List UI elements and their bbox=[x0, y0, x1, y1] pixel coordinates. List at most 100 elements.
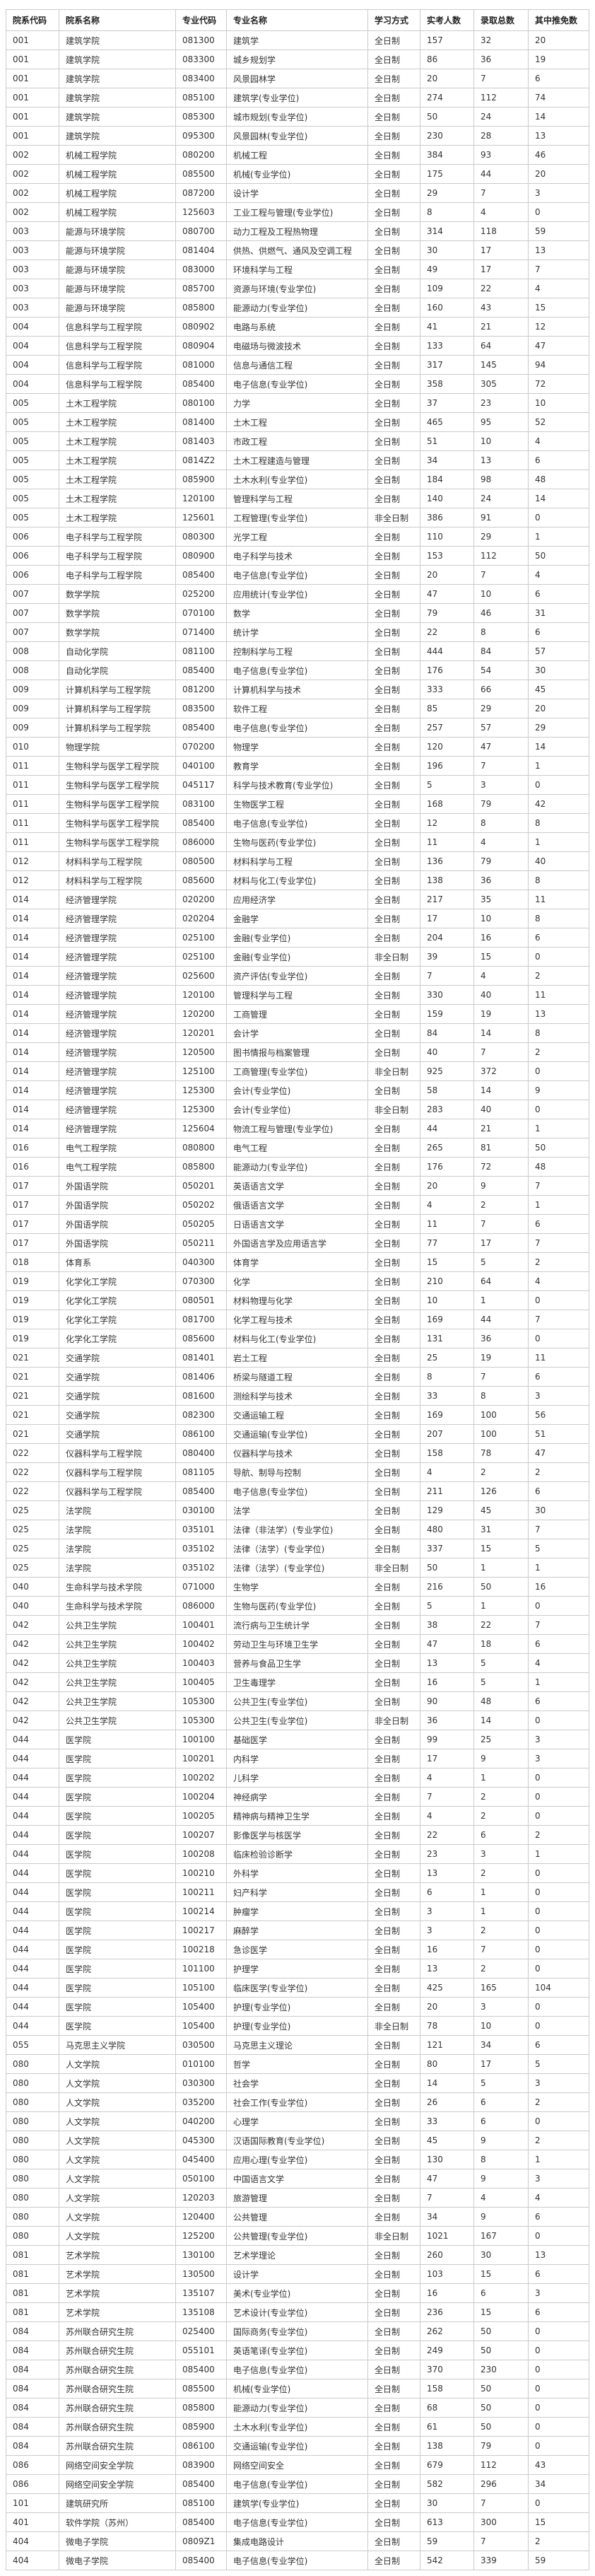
cell: 全日制 bbox=[367, 1940, 420, 1959]
table-row: 055 马克思主义学院 030500 马克思主义理论 全日制 121 34 6 bbox=[6, 2035, 589, 2055]
cell: 公共卫生学院 bbox=[59, 1634, 176, 1654]
cell: 081700 bbox=[175, 1310, 227, 1329]
table-row: 001 建筑学院 085300 城市规划(专业学位) 全日制 50 24 14 bbox=[6, 107, 589, 127]
cell: 044 bbox=[6, 2016, 59, 2036]
cell: 6 bbox=[528, 1367, 589, 1387]
cell: 14 bbox=[473, 1080, 529, 1100]
cell: 145 bbox=[473, 355, 529, 375]
cell: 电磁场与微波技术 bbox=[226, 336, 368, 356]
cell: 全日制 bbox=[367, 909, 420, 928]
cell: 信息科学与工程学院 bbox=[59, 336, 176, 356]
table-row: 006 电子科学与工程学院 085400 电子信息(专业学位) 全日制 20 7 4 bbox=[6, 565, 589, 585]
cell: 6 bbox=[528, 622, 589, 642]
cell: 全日制 bbox=[367, 622, 420, 642]
cell: 法律（法学）(专业学位) bbox=[226, 1558, 368, 1578]
cell: 085400 bbox=[175, 565, 227, 585]
cell: 54 bbox=[473, 660, 529, 680]
cell: 085800 bbox=[175, 2398, 227, 2418]
cell: 300 bbox=[473, 2512, 529, 2532]
cell: 100208 bbox=[175, 1844, 227, 1864]
cell: 080100 bbox=[175, 393, 227, 413]
table-row: 404 微电子学院 085400 电子信息(专业学位) 全日制 542 339 59 bbox=[6, 2551, 589, 2570]
cell: 011 bbox=[6, 756, 59, 776]
cell: 014 bbox=[6, 928, 59, 948]
cell: 103 bbox=[420, 2264, 474, 2284]
cell: 人文学院 bbox=[59, 2073, 176, 2093]
cell: 50 bbox=[473, 1577, 529, 1597]
table-row: 009 计算机科学与工程学院 081200 计算机科学与技术 全日制 333 66 45 bbox=[6, 680, 589, 699]
cell: 020200 bbox=[175, 890, 227, 909]
table-row: 014 经济管理学院 120201 会计学 全日制 84 14 8 bbox=[6, 1023, 589, 1043]
table-row: 006 电子科学与工程学院 080900 电子科学与技术 全日制 153 112 50 bbox=[6, 546, 589, 566]
cell: 100217 bbox=[175, 1921, 227, 1940]
cell: 207 bbox=[420, 1424, 474, 1444]
cell: 083900 bbox=[175, 2455, 227, 2475]
cell: 2 bbox=[473, 1787, 529, 1807]
cell: 能源动力(专业学位) bbox=[226, 298, 368, 317]
cell: 非全日制 bbox=[367, 1558, 420, 1578]
table-row: 084 苏州联合研究生院 085400 电子信息(专业学位) 全日制 370 230 0 bbox=[6, 2360, 589, 2379]
cell: 080700 bbox=[175, 221, 227, 241]
cell: 公共卫生学院 bbox=[59, 1710, 176, 1730]
cell: 3 bbox=[473, 1997, 529, 2017]
cell: 080501 bbox=[175, 1290, 227, 1310]
cell: 021 bbox=[6, 1386, 59, 1406]
cell: 217 bbox=[420, 890, 474, 909]
cell: 8 bbox=[420, 202, 474, 222]
cell: 22 bbox=[473, 1615, 529, 1635]
cell: 20 bbox=[420, 565, 474, 585]
cell: 46 bbox=[473, 603, 529, 623]
cell: 003 bbox=[6, 240, 59, 260]
cell: 全日制 bbox=[367, 794, 420, 814]
cell: 能源与环境学院 bbox=[59, 240, 176, 260]
cell: 085500 bbox=[175, 164, 227, 184]
cell: 080 bbox=[6, 2131, 59, 2150]
cell: 能源动力(专业学位) bbox=[226, 1157, 368, 1177]
cell: 非全日制 bbox=[367, 1710, 420, 1730]
cell: 人文学院 bbox=[59, 2169, 176, 2189]
cell: 017 bbox=[6, 1176, 59, 1196]
cell: 32 bbox=[473, 30, 529, 50]
cell: 全日制 bbox=[367, 1157, 420, 1177]
cell: 019 bbox=[6, 1310, 59, 1329]
cell: 3 bbox=[473, 775, 529, 795]
table-row: 001 建筑学院 083300 城乡规划学 全日制 86 36 19 bbox=[6, 49, 589, 69]
cell: 经济管理学院 bbox=[59, 1023, 176, 1043]
cell: 人文学院 bbox=[59, 2054, 176, 2074]
cell: 生物科学与医学工程学院 bbox=[59, 775, 176, 795]
cell: 4 bbox=[528, 1271, 589, 1291]
cell: 100211 bbox=[175, 1882, 227, 1902]
cell: 0809Z1 bbox=[175, 2531, 227, 2551]
cell: 081403 bbox=[175, 431, 227, 451]
cell: 33 bbox=[420, 2111, 474, 2131]
cell: 070200 bbox=[175, 737, 227, 757]
cell: 085400 bbox=[175, 2360, 227, 2379]
cell: 081406 bbox=[175, 1367, 227, 1387]
cell: 339 bbox=[473, 2551, 529, 2570]
cell: 012 bbox=[6, 851, 59, 871]
cell: 017 bbox=[6, 1195, 59, 1215]
cell: 中国语言文学 bbox=[226, 2169, 368, 2189]
table-row: 004 信息科学与工程学院 080904 电磁场与微波技术 全日制 133 64 47 bbox=[6, 336, 589, 356]
cell: 1 bbox=[473, 1882, 529, 1902]
cell: 016 bbox=[6, 1138, 59, 1158]
cell: 8 bbox=[528, 1023, 589, 1043]
cell: 化学化工学院 bbox=[59, 1290, 176, 1310]
cell: 084 bbox=[6, 2321, 59, 2341]
cell: 0814Z2 bbox=[175, 450, 227, 470]
cell: 236 bbox=[420, 2302, 474, 2322]
cell: 019 bbox=[6, 1271, 59, 1291]
cell: 测绘科学与技术 bbox=[226, 1386, 368, 1406]
cell: 014 bbox=[6, 1023, 59, 1043]
cell: 供热、供燃气、通风及空调工程 bbox=[226, 240, 368, 260]
cell: 公共管理(专业学位) bbox=[226, 2226, 368, 2246]
cell: 能源与环境学院 bbox=[59, 221, 176, 241]
cell: 艺术学院 bbox=[59, 2245, 176, 2265]
table-row: 001 建筑学院 083400 风景园林学 全日制 20 7 6 bbox=[6, 69, 589, 88]
cell: 118 bbox=[473, 221, 529, 241]
cell: 085100 bbox=[175, 2493, 227, 2513]
cell: 135107 bbox=[175, 2283, 227, 2303]
cell: 012 bbox=[6, 870, 59, 890]
cell: 卫生毒理学 bbox=[226, 1672, 368, 1692]
cell: 教育学 bbox=[226, 756, 368, 776]
